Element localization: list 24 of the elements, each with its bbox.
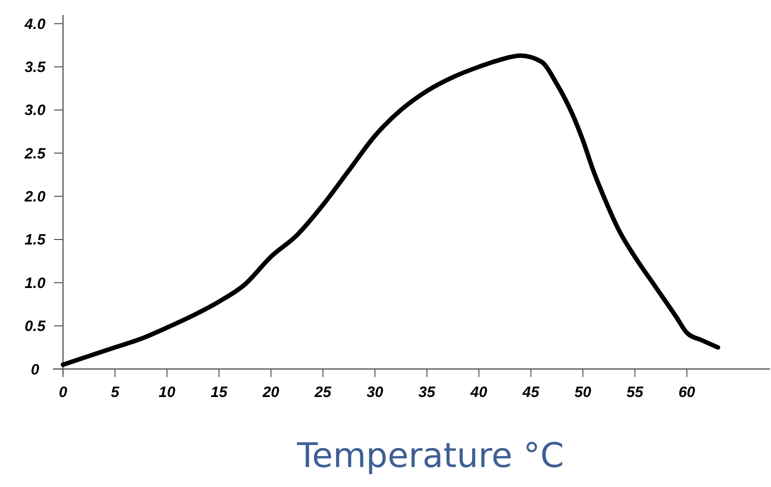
x-tick-label: 30 bbox=[366, 384, 384, 401]
x-tick-label: 45 bbox=[522, 384, 540, 401]
x-tick-label: 5 bbox=[110, 384, 120, 401]
x-axis-title: Temperature °C bbox=[296, 436, 564, 476]
y-tick-label: 0 bbox=[30, 361, 40, 378]
x-tick-label: 40 bbox=[470, 384, 488, 401]
y-tick-label: 2.0 bbox=[24, 188, 46, 206]
x-tick-label: 55 bbox=[626, 384, 644, 401]
x-tick-label: 60 bbox=[678, 384, 696, 401]
x-tick-label: 0 bbox=[58, 384, 68, 401]
x-tick-label: 25 bbox=[314, 384, 332, 401]
y-tick-label: 1.5 bbox=[24, 232, 46, 249]
x-tick-label: 20 bbox=[262, 384, 280, 401]
x-tick-label: 10 bbox=[158, 384, 176, 401]
line-series bbox=[60, 53, 720, 367]
x-tick-label: 15 bbox=[210, 384, 228, 401]
y-tick-label: 0.5 bbox=[24, 318, 46, 336]
y-tick-label: 1.0 bbox=[24, 274, 46, 292]
y-tick-label: 2.5 bbox=[24, 145, 46, 162]
y-tick-label: 3.0 bbox=[24, 102, 46, 120]
y-tick-label: 4.0 bbox=[24, 16, 46, 33]
x-tick-label: 50 bbox=[574, 384, 592, 401]
x-tick-label: 35 bbox=[418, 384, 436, 401]
y-tick-label: 3.5 bbox=[24, 59, 46, 76]
